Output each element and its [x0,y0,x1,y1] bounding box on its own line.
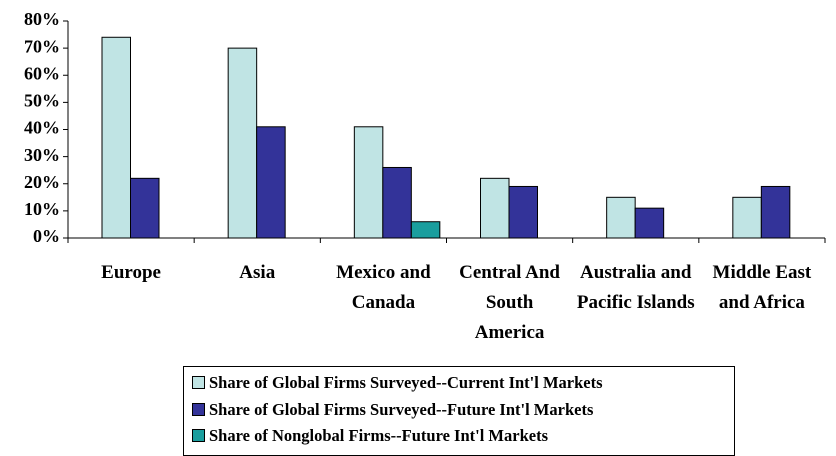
y-tick-label: 30% [24,145,60,165]
bar [101,36,131,239]
y-tick-label: 70% [24,36,60,56]
x-tick-label: Mexico and Canada [336,262,431,313]
y-tick-label: 40% [24,118,60,138]
x-tick-label: Europe [101,262,161,283]
legend-swatch [192,376,205,389]
bar [732,196,762,239]
bar [760,185,791,239]
y-tick-label: 10% [24,199,60,219]
x-tick-label: Middle East and Africa [712,262,812,313]
bar [508,185,538,239]
legend: Share of Global Firms Surveyed--Current … [183,366,735,456]
y-tick-label: 50% [24,91,60,111]
legend-item: Share of Global Firms Surveyed--Future I… [192,400,593,420]
bar [634,207,665,239]
y-tick-label: 20% [24,172,60,192]
x-tick-label: Central And South America [459,262,560,343]
legend-item: Share of Nonglobal Firms--Future Int'l M… [192,426,548,446]
y-tick-label: 60% [24,63,60,83]
bar [256,126,286,239]
legend-label: Share of Nonglobal Firms--Future Int'l M… [209,426,548,445]
bar [130,177,160,239]
y-tick-label: 80% [24,9,60,29]
y-tick-label: 0% [33,226,60,246]
bar [480,177,510,239]
x-tick-label: Asia [239,262,276,283]
legend-swatch [192,429,205,442]
bar [353,126,384,239]
bar [227,47,258,239]
bar [382,166,412,239]
x-tick-label: Australia and Pacific Islands [576,262,695,313]
bar [606,196,636,239]
legend-label: Share of Global Firms Surveyed--Future I… [209,399,594,419]
bar [410,221,441,239]
legend-label: Share of Global Firms Surveyed--Current … [209,373,603,392]
legend-swatch [192,402,205,416]
legend-item: Share of Global Firms Surveyed--Current … [192,373,603,393]
